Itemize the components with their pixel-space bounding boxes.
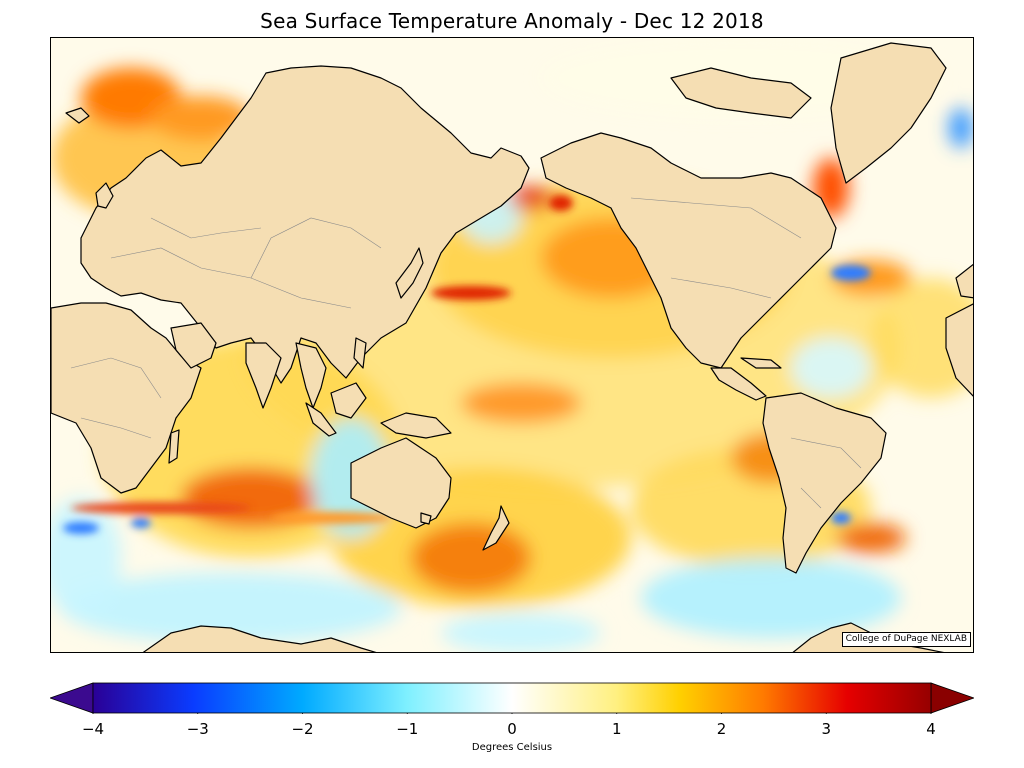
borneo xyxy=(330,382,367,419)
cuba xyxy=(740,357,782,369)
tasmania xyxy=(420,512,432,525)
australia xyxy=(350,437,452,529)
africa xyxy=(51,302,202,494)
credit-label: College of DuPage NEXLAB xyxy=(841,632,971,647)
colorbar-label: Degrees Celsius xyxy=(471,742,553,753)
colorbar-graphic xyxy=(50,682,974,714)
europe-west-edge xyxy=(955,263,973,299)
colorbar-tick-label: −3 xyxy=(186,720,209,738)
philippines xyxy=(353,337,367,369)
colorbar-under-arrow xyxy=(50,682,94,714)
sst-anomaly-map: College of DuPage NEXLAB xyxy=(50,37,974,653)
southeast-asia xyxy=(295,342,327,409)
africa-west-edge xyxy=(945,303,973,397)
land-masses xyxy=(51,42,973,652)
new-zealand xyxy=(482,505,510,551)
colorbar-ticks xyxy=(92,713,932,714)
map-title: Sea Surface Temperature Anomaly - Dec 12… xyxy=(260,9,764,33)
colorbar-tick-label: 1 xyxy=(611,720,622,738)
british-isles xyxy=(95,182,114,209)
colorbar-over-arrow xyxy=(930,682,974,714)
colorbar-tick-label: −1 xyxy=(396,720,419,738)
india xyxy=(245,342,282,409)
colorbar-tick-label: 3 xyxy=(821,720,832,738)
colorbar-gradient xyxy=(92,682,932,714)
new-guinea xyxy=(380,412,452,439)
iceland xyxy=(65,107,90,124)
arctic-islands xyxy=(670,67,812,119)
greenland xyxy=(830,42,947,184)
japan xyxy=(395,247,424,299)
map-canvas xyxy=(51,38,973,652)
north-america xyxy=(540,132,837,369)
madagascar xyxy=(168,429,180,464)
colorbar-tick-label: −4 xyxy=(81,720,105,738)
colorbar-tick-label: −2 xyxy=(291,720,314,738)
colorbar xyxy=(50,682,974,714)
south-america xyxy=(762,392,887,574)
colorbar-tick-label: 0 xyxy=(507,720,517,738)
colorbar-tick-label: 2 xyxy=(716,720,727,738)
sumatra xyxy=(305,402,337,437)
country-borders xyxy=(70,197,862,509)
antarctica xyxy=(142,625,377,652)
arabia xyxy=(170,322,217,369)
colorbar-tick-label: 4 xyxy=(926,720,936,738)
central-america xyxy=(710,367,767,401)
